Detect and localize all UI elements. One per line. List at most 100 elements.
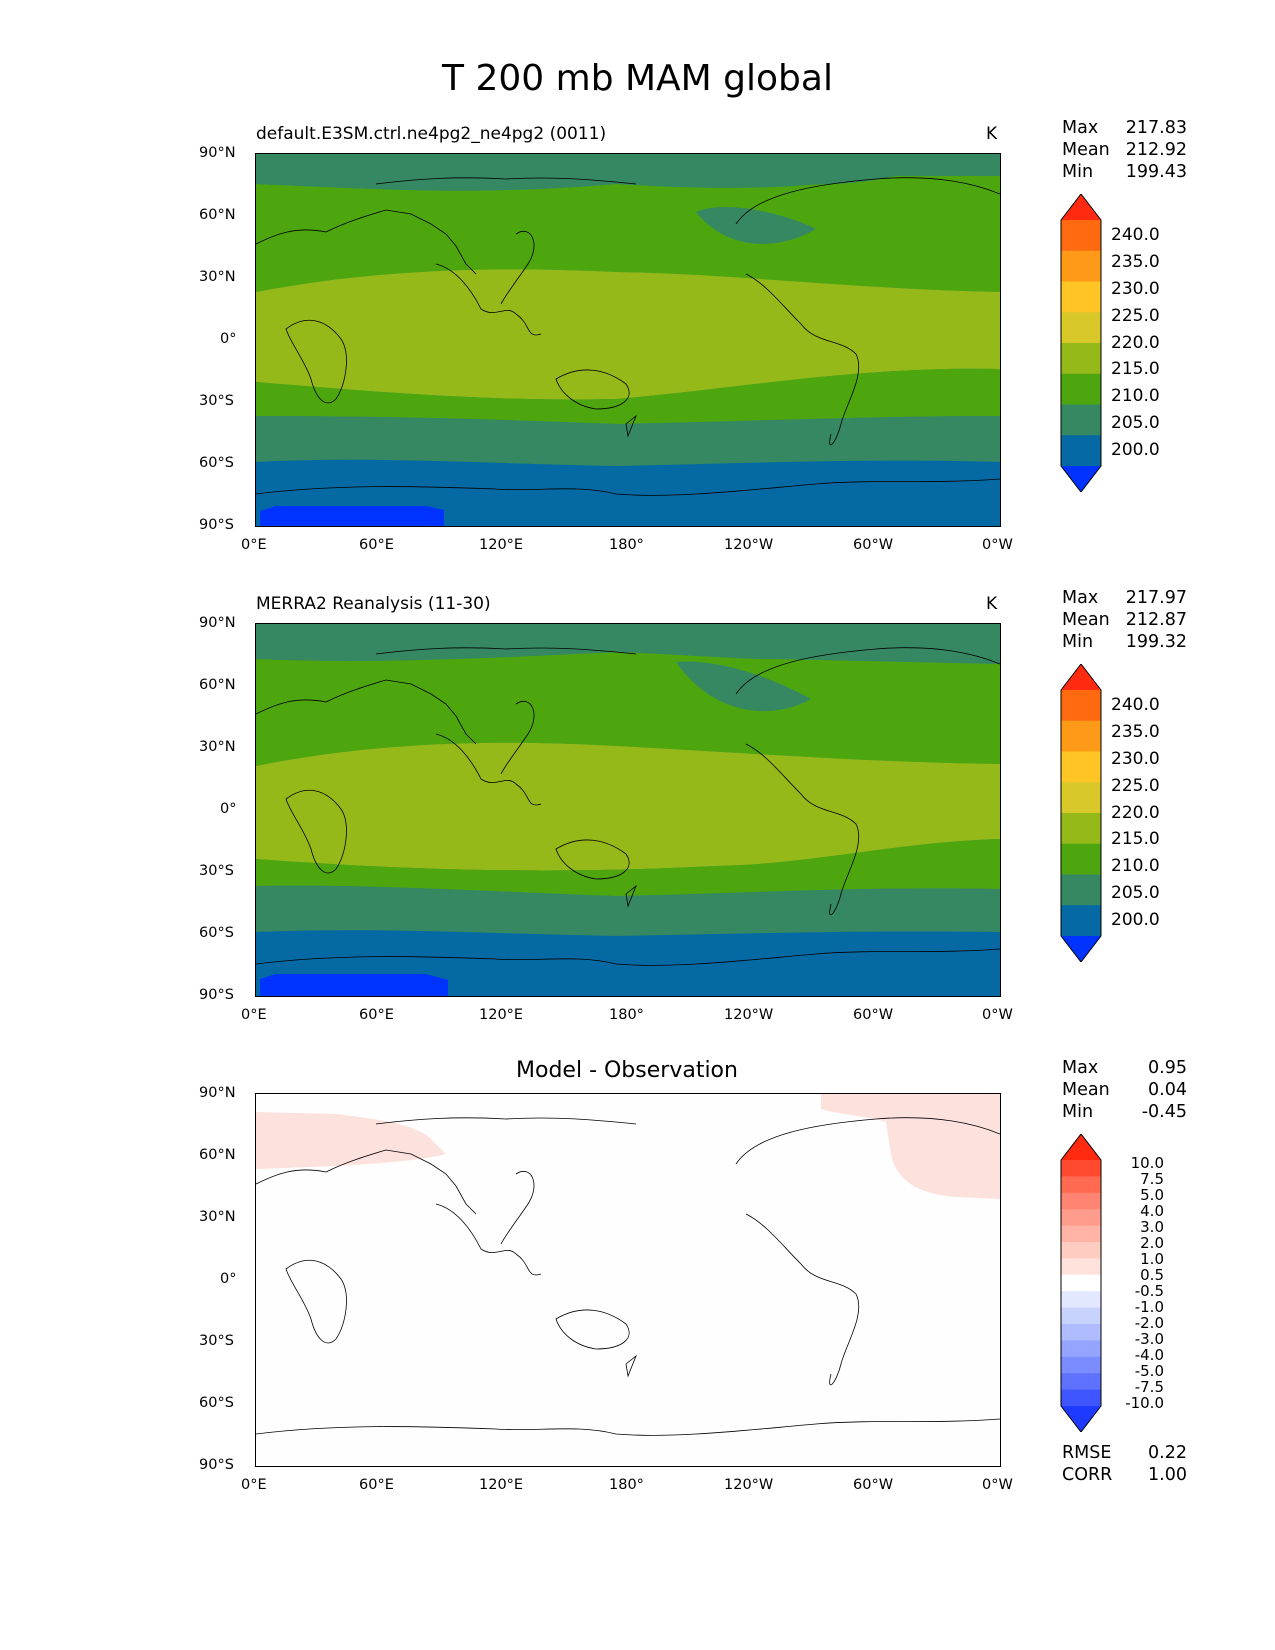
colorbar-tick-label: 240.0 (1111, 695, 1160, 715)
stat-mean-value: 0.04 (1148, 1080, 1187, 1100)
colorbar-tick-label: 210.0 (1111, 856, 1160, 876)
colorbar-segment (1061, 312, 1101, 344)
colorbar-segment (1061, 843, 1101, 875)
stat-mean-label: Mean (1062, 140, 1110, 160)
colorbar-tick-label: 0.5 (1140, 1266, 1164, 1284)
colorbar-segment (1061, 466, 1101, 492)
colorbar-tick-label: 225.0 (1111, 306, 1160, 326)
field-region (821, 1094, 1000, 1199)
panel3-title: Model - Observation (516, 1058, 738, 1083)
colorbar-segment (1061, 1406, 1101, 1432)
colorbar-outline (1060, 664, 1102, 962)
panel3-metrics: RMSE 0.22 CORR 1.00 (1062, 1442, 1187, 1486)
colorbar-segment (1061, 664, 1101, 690)
colorbar-tick-label: -4.0 (1134, 1346, 1164, 1364)
colorbar-tick-label: 215.0 (1111, 359, 1160, 379)
panel2-ytick: 90°N (199, 615, 236, 631)
panel2-units: K (986, 594, 998, 614)
stat-min-label: Min (1062, 1102, 1094, 1122)
colorbar-segment (1061, 1242, 1101, 1259)
panel3-ytick: 30°N (199, 1209, 236, 1225)
coastline (285, 790, 347, 874)
panel3-xtick: 0°W (982, 1477, 1013, 1493)
colorbar-segment (1061, 782, 1101, 814)
panel2-xtick: 0°E (241, 1007, 267, 1023)
colorbar-segment (1061, 1274, 1101, 1292)
colorbar-segment (1061, 1307, 1101, 1325)
panel3-xtick: 120°E (479, 1477, 524, 1493)
colorbar-tick-label: 10.0 (1130, 1154, 1164, 1172)
panel2-xtick: 60°E (359, 1007, 394, 1023)
stat-mean-value: 212.87 (1125, 610, 1187, 630)
colorbar-tick-label: 205.0 (1111, 883, 1160, 903)
panel2-colorbar (1060, 664, 1102, 962)
stat-min-value: 199.43 (1125, 162, 1187, 182)
field-region (256, 176, 1000, 292)
field-region (256, 1112, 446, 1169)
coastline (285, 320, 347, 404)
colorbar-segment (1061, 1225, 1101, 1243)
panel1-xtick: 120°E (479, 537, 524, 553)
colorbar-tick-label: 230.0 (1111, 279, 1160, 299)
coastline (500, 1171, 535, 1245)
panel3-stats: Max 0.95 Mean 0.04 Min -0.45 (1062, 1057, 1187, 1123)
coastline (255, 948, 1001, 966)
field-region (256, 269, 1000, 400)
corr-label: CORR (1062, 1465, 1113, 1485)
panel3-xtick: 60°E (359, 1477, 394, 1493)
panel2-xtick: 0°W (982, 1007, 1013, 1023)
colorbar-tick-label: 7.5 (1140, 1170, 1164, 1188)
figure-title: T 200 mb MAM global (442, 58, 833, 99)
panel3-map (255, 1093, 1001, 1467)
panel3-ytick: 60°S (199, 1395, 234, 1411)
panel3-colorbar (1060, 1134, 1102, 1432)
stat-min-value: -0.45 (1141, 1102, 1187, 1122)
colorbar-segment (1061, 1373, 1101, 1391)
panel2-ytick: 0° (220, 801, 237, 817)
panel2-ytick: 60°S (199, 925, 234, 941)
coastline (745, 273, 860, 446)
panel3-xtick: 180° (609, 1477, 644, 1493)
panel2-field (255, 624, 1001, 996)
colorbar-segment (1061, 1324, 1101, 1341)
panel3-ytick: 90°N (199, 1085, 236, 1101)
panel1-field (255, 154, 1001, 526)
colorbar-tick-label: -2.0 (1134, 1314, 1164, 1332)
panel1-ytick: 90°N (199, 145, 236, 161)
stat-max-value: 0.95 (1148, 1058, 1187, 1078)
coastline (375, 1117, 637, 1125)
panel1-units: K (986, 124, 998, 144)
colorbar-tick-label: 220.0 (1111, 333, 1160, 353)
stat-max-label: Max (1062, 1058, 1099, 1078)
panel1-ytick: 30°N (199, 269, 236, 285)
stat-max-value: 217.97 (1125, 588, 1187, 608)
colorbar-segment (1061, 250, 1101, 282)
panel1-xtick: 180° (609, 537, 644, 553)
colorbar-tick-label: 5.0 (1140, 1186, 1164, 1204)
colorbar-segment (1061, 936, 1101, 962)
coastline (555, 839, 630, 880)
coastline (555, 1309, 630, 1350)
panel1-ytick: 30°S (199, 393, 234, 409)
panel2-ytick: 90°S (199, 987, 234, 1003)
coastline (500, 231, 535, 305)
colorbar-tick-label: 215.0 (1111, 829, 1160, 849)
panel1-map (255, 153, 1001, 527)
panel1-xtick: 0°E (241, 537, 267, 553)
colorbar-tick-label: 235.0 (1111, 722, 1160, 742)
field-region (696, 207, 816, 244)
colorbar-segment (1061, 813, 1101, 845)
coastline (255, 1418, 1001, 1436)
panel1-ytick: 60°S (199, 455, 234, 471)
coastline (625, 884, 637, 908)
colorbar-segment (1061, 690, 1101, 722)
field-region (256, 624, 1000, 664)
colorbar-tick-label: 235.0 (1111, 252, 1160, 272)
colorbar-segment (1061, 1134, 1101, 1160)
coastline (745, 1213, 860, 1386)
stat-min-label: Min (1062, 632, 1094, 652)
panel2-map (255, 623, 1001, 997)
colorbar-tick-label: -10.0 (1125, 1394, 1164, 1412)
coastline (745, 743, 860, 916)
colorbar-tick-label: 2.0 (1140, 1234, 1164, 1252)
